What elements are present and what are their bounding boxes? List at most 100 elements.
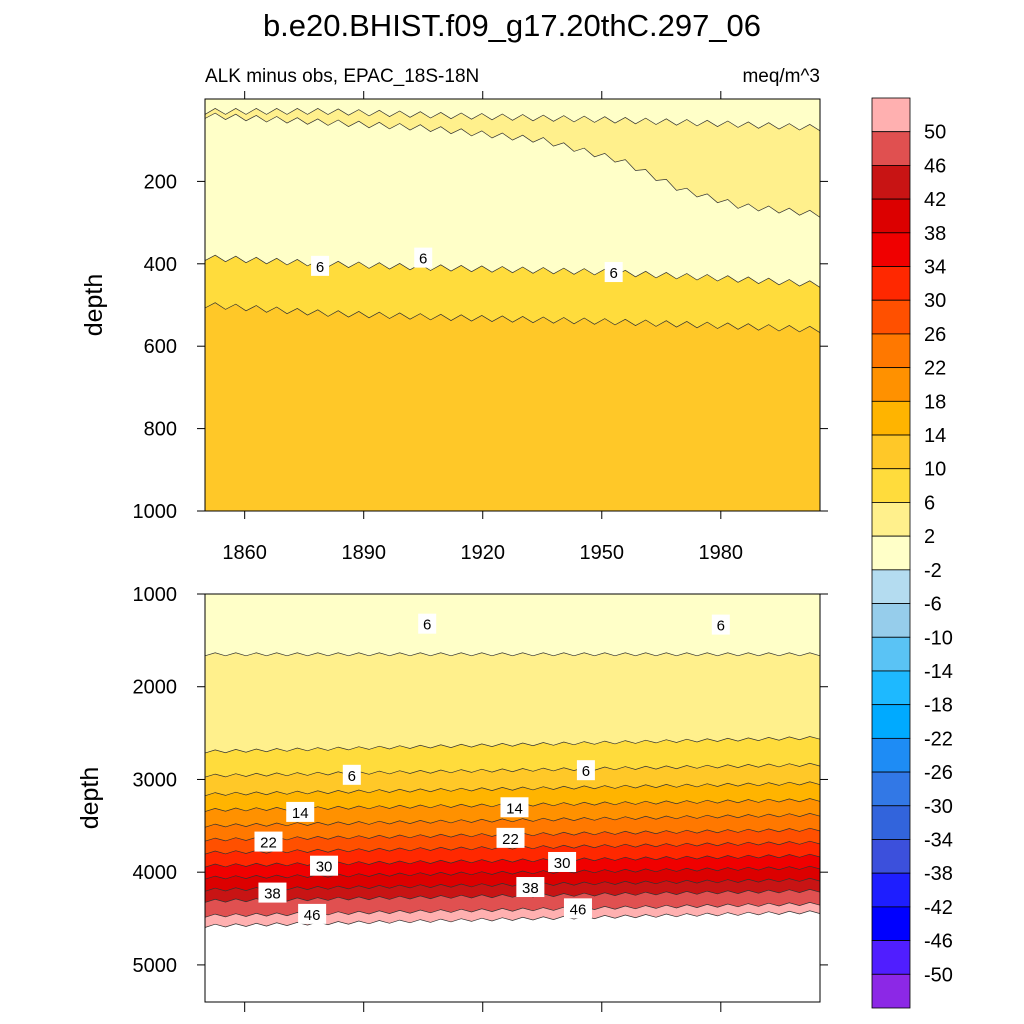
colorbar-label: 26 xyxy=(924,324,946,346)
colorbar-box xyxy=(871,232,911,267)
colorbar-label: 34 xyxy=(924,257,946,279)
lower-contour-30 xyxy=(204,840,821,855)
colorbar-box xyxy=(871,97,911,133)
upper-y-axis-label: depth xyxy=(80,274,108,337)
lower-contour-34 xyxy=(204,853,821,868)
upper-y-tick-label: 600 xyxy=(144,336,177,358)
lower-contour-label-box xyxy=(418,613,437,634)
lower-panel: 1000 2000 3000 4000 5000 6 6 6 6 14 14 22 22 30 30 38 3… xyxy=(76,584,828,1012)
colorbar-box xyxy=(871,906,911,941)
lower-contour-label-box xyxy=(298,903,327,924)
lower-band-54 xyxy=(205,910,820,1002)
lower-contour-label: 22 xyxy=(260,835,277,852)
colorbar-label: -18 xyxy=(924,695,953,717)
colorbar-label: -46 xyxy=(924,931,953,953)
lower-contour-10 xyxy=(204,762,821,778)
upper-x-tick-label: 1920 xyxy=(460,542,505,564)
lower-contour-label-box xyxy=(516,877,545,898)
left-subtitle: ALK minus obs, EPAC_18S-18N xyxy=(205,66,479,87)
lower-contour-label: 6 xyxy=(348,768,356,785)
lower-contour-label: 46 xyxy=(304,907,321,924)
upper-x-tick-label: 1980 xyxy=(699,542,744,564)
colorbar-box xyxy=(871,839,911,874)
lower-y-tick-label: 5000 xyxy=(133,955,178,977)
lower-contour-46 xyxy=(204,889,821,903)
lower-contour-label: 38 xyxy=(264,886,281,903)
colorbar-box xyxy=(871,400,911,436)
right-subtitle: meq/m^3 xyxy=(742,66,820,87)
colorbar-label: 6 xyxy=(924,492,935,514)
colorbar-label: 14 xyxy=(924,425,946,447)
lower-contour-label: 6 xyxy=(423,617,431,634)
lower-contour-label: 46 xyxy=(570,901,587,918)
lower-contour-6 xyxy=(204,736,821,754)
colorbar-label: 50 xyxy=(924,122,946,144)
colorbar-box xyxy=(871,940,911,975)
upper-panel: 200 400 600 800 1000 1860 1890 1920 1950 1980 6 6 6… xyxy=(80,91,828,564)
lower-contour-label-box xyxy=(310,855,339,876)
colorbar-box xyxy=(871,603,911,638)
upper-y-tick-label: 200 xyxy=(144,171,177,193)
upper-x-tick-label: 1860 xyxy=(222,542,267,564)
upper-y-tick-label: 1000 xyxy=(133,501,178,523)
colorbar-box xyxy=(871,973,911,1009)
colorbar-box xyxy=(871,468,911,503)
lower-contour-label-box xyxy=(563,898,592,919)
upper-contour-label: 6 xyxy=(610,265,618,282)
lower-contour-label-box xyxy=(711,614,730,635)
upper-contour--2 xyxy=(204,112,821,218)
colorbar-box xyxy=(871,165,911,200)
colorbar-box xyxy=(871,131,911,166)
colorbar-label: 2 xyxy=(924,526,935,548)
colorbar-box xyxy=(871,198,911,234)
colorbar-box xyxy=(871,872,911,908)
lower-contour-54 xyxy=(204,910,821,928)
upper-x-tick-label: 1890 xyxy=(341,542,386,564)
lower-contour-38 xyxy=(204,865,821,880)
lower-contour-label: 38 xyxy=(522,880,539,897)
upper-contour-label-box xyxy=(604,262,623,283)
colorbar-label: 42 xyxy=(924,189,946,211)
colorbar-label: -22 xyxy=(924,728,953,750)
upper-contour-label-box xyxy=(414,247,433,268)
colorbar: 50 46 42 38 34 30 26 22 18 14 10 6 2 -2 -6 -10 -14 -18 -22… xyxy=(871,97,953,1009)
colorbar-box xyxy=(871,569,911,604)
colorbar-box xyxy=(871,805,911,840)
lower-y-tick-label: 2000 xyxy=(133,677,178,699)
lower-contour-42 xyxy=(204,877,821,892)
colorbar-box xyxy=(871,636,911,672)
upper-contour-label: 6 xyxy=(419,251,427,268)
upper-contour-2 xyxy=(204,107,821,132)
lower-contour-label: 14 xyxy=(506,800,523,817)
colorbar-label: -34 xyxy=(924,829,953,851)
upper-contour-10 xyxy=(204,302,821,333)
upper-y-tick-label: 800 xyxy=(144,419,177,441)
colorbar-box xyxy=(871,704,911,739)
colorbar-label: -14 xyxy=(924,661,953,683)
lower-contour-label: 6 xyxy=(582,763,590,780)
lower-y-tick-label: 4000 xyxy=(133,862,178,884)
colorbar-label: 46 xyxy=(924,155,946,177)
colorbar-label: -42 xyxy=(924,897,953,919)
colorbar-box xyxy=(871,670,911,706)
lower-contour-label-box xyxy=(342,764,361,785)
lower-y-axis-label: depth xyxy=(76,767,104,830)
lower-contour-label: 22 xyxy=(502,831,519,848)
lower-contour-label-box xyxy=(496,827,525,848)
upper-x-tick-label: 1950 xyxy=(580,542,625,564)
lower-contour-label: 30 xyxy=(316,859,333,876)
lower-contour-22 xyxy=(204,813,821,828)
colorbar-box xyxy=(871,266,911,301)
colorbar-label: 22 xyxy=(924,358,946,380)
colorbar-label: -50 xyxy=(924,964,953,986)
colorbar-label: -30 xyxy=(924,796,953,818)
lower-contour-label-box xyxy=(500,797,529,818)
colorbar-box xyxy=(871,333,911,369)
lower-contour-label: 6 xyxy=(717,618,725,635)
colorbar-box xyxy=(871,535,911,571)
colorbar-box xyxy=(871,367,911,402)
colorbar-label: -10 xyxy=(924,627,953,649)
colorbar-label: 18 xyxy=(924,391,946,413)
lower-y-tick-label: 3000 xyxy=(133,769,178,791)
colorbar-box xyxy=(871,737,911,773)
